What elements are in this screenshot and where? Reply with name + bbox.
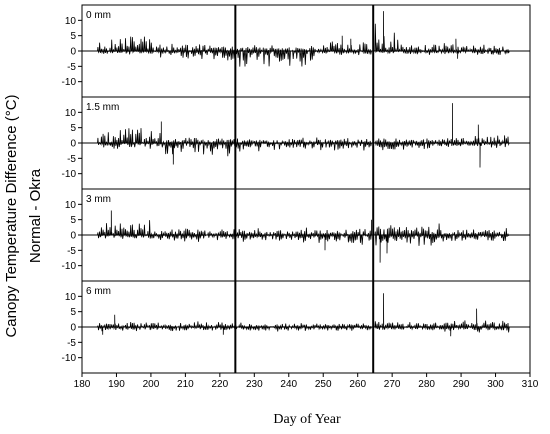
x-tick-label: 190 <box>108 379 125 390</box>
series-line <box>97 103 510 168</box>
x-tick-label: 300 <box>487 379 504 390</box>
y-tick-label: 10 <box>65 108 77 119</box>
y-tick-label: 5 <box>70 31 76 42</box>
series-line <box>97 293 510 337</box>
y-tick-label: 5 <box>70 123 76 134</box>
x-tick-label: 210 <box>177 379 194 390</box>
y-tick-label: 10 <box>65 292 77 303</box>
panel-2: 10 5 0 -5 -10 1.5 mm <box>62 96 531 190</box>
panel-1: 10 5 0 -5 -10 0 mm <box>62 4 531 98</box>
y-tick-label: 10 <box>65 16 77 27</box>
x-tick-label: 280 <box>418 379 435 390</box>
y-tick-label: -10 <box>62 169 77 180</box>
y-tick-label: -5 <box>67 154 76 165</box>
panel-3: 10 5 0 -5 -10 3 mm <box>62 188 531 282</box>
y-tick-label: -5 <box>67 62 76 73</box>
x-tick-label: 310 <box>522 379 539 390</box>
panel-label: 3 mm <box>86 194 111 205</box>
x-tick-label: 180 <box>74 379 91 390</box>
y-tick-label: 5 <box>70 307 76 318</box>
reference-lines <box>234 5 375 373</box>
y-tick-label: -10 <box>62 353 77 364</box>
x-tick-label: 240 <box>280 379 297 390</box>
y-tick-label: 5 <box>70 215 76 226</box>
series-line <box>97 210 510 263</box>
y-tick-label: 10 <box>65 200 77 211</box>
y-axis-label: Canopy Temperature Difference (°C) <box>3 94 20 337</box>
panel-4: 10 5 0 -5 -10 6 mm <box>62 280 531 374</box>
x-tick-label: 290 <box>453 379 470 390</box>
panel-label: 6 mm <box>86 286 111 297</box>
y-tick-label: 0 <box>70 47 76 58</box>
y-axis-label-secondary: Normal - Okra <box>27 168 44 263</box>
y-tick-label: 0 <box>70 323 76 334</box>
y-tick-label: 0 <box>70 139 76 150</box>
x-tick-label: 270 <box>384 379 401 390</box>
x-tick-label: 220 <box>212 379 229 390</box>
series-line <box>97 11 510 67</box>
panels: 10 5 0 -5 -10 0 mm 10 5 0 -5 -10 1.5 mm 10 5 0 -5 -10 3 m… <box>62 4 531 374</box>
y-tick-label: -10 <box>62 77 77 88</box>
y-tick-label: -5 <box>67 246 76 257</box>
x-tick-label: 230 <box>246 379 263 390</box>
x-axis: 180 190 200 210 220 230 240 250 260 270 280 290 300 3… <box>74 373 539 390</box>
x-tick-label: 200 <box>143 379 160 390</box>
y-tick-label: 0 <box>70 231 76 242</box>
x-tick-label: 260 <box>349 379 366 390</box>
panel-label: 1.5 mm <box>86 102 119 113</box>
panel-label: 0 mm <box>86 10 111 21</box>
x-tick-label: 250 <box>315 379 332 390</box>
y-tick-label: -5 <box>67 338 76 349</box>
y-tick-label: -10 <box>62 261 77 272</box>
x-axis-label: Day of Year <box>273 412 341 427</box>
